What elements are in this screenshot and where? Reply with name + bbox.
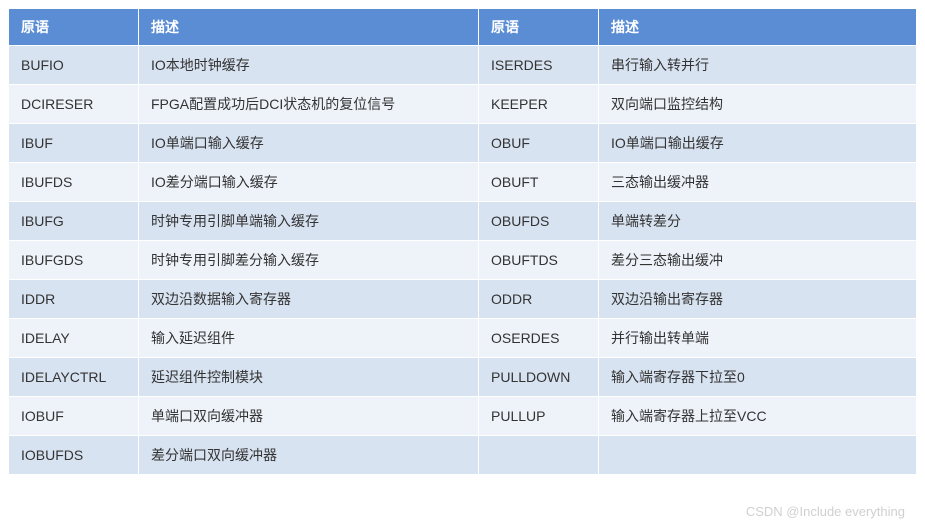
table-cell: IDELAYCTRL xyxy=(9,358,139,397)
table-cell: OBUFDS xyxy=(479,202,599,241)
table-cell: 单端口双向缓冲器 xyxy=(139,397,479,436)
table-cell xyxy=(479,436,599,475)
table-cell: IBUFGDS xyxy=(9,241,139,280)
table-cell: 差分端口双向缓冲器 xyxy=(139,436,479,475)
table-cell: 双边沿数据输入寄存器 xyxy=(139,280,479,319)
table-cell: 三态输出缓冲器 xyxy=(599,163,917,202)
col-header: 描述 xyxy=(139,9,479,46)
table-cell: 并行输出转单端 xyxy=(599,319,917,358)
table-cell: 差分三态输出缓冲 xyxy=(599,241,917,280)
primitives-table: 原语 描述 原语 描述 BUFIOIO本地时钟缓存ISERDES串行输入转并行D… xyxy=(8,8,917,475)
table-cell: 时钟专用引脚单端输入缓存 xyxy=(139,202,479,241)
table-cell: IDDR xyxy=(9,280,139,319)
table-cell: 输入延迟组件 xyxy=(139,319,479,358)
table-cell: IDELAY xyxy=(9,319,139,358)
table-cell: IO差分端口输入缓存 xyxy=(139,163,479,202)
table-cell: OBUF xyxy=(479,124,599,163)
table-cell: 单端转差分 xyxy=(599,202,917,241)
table-row: IDDR双边沿数据输入寄存器ODDR双边沿输出寄存器 xyxy=(9,280,917,319)
table-body: BUFIOIO本地时钟缓存ISERDES串行输入转并行DCIRESERFPGA配… xyxy=(9,46,917,475)
table-cell: 输入端寄存器下拉至0 xyxy=(599,358,917,397)
table-cell: IBUFDS xyxy=(9,163,139,202)
table-row: BUFIOIO本地时钟缓存ISERDES串行输入转并行 xyxy=(9,46,917,85)
table-cell: ISERDES xyxy=(479,46,599,85)
table-cell: IOBUFDS xyxy=(9,436,139,475)
table-cell xyxy=(599,436,917,475)
table-cell: IOBUF xyxy=(9,397,139,436)
table-cell: FPGA配置成功后DCI状态机的复位信号 xyxy=(139,85,479,124)
table-cell: DCIRESER xyxy=(9,85,139,124)
table-row: IDELAY输入延迟组件OSERDES并行输出转单端 xyxy=(9,319,917,358)
table-row: IBUFGDS时钟专用引脚差分输入缓存OBUFTDS差分三态输出缓冲 xyxy=(9,241,917,280)
table-cell: 串行输入转并行 xyxy=(599,46,917,85)
table-cell: 双向端口监控结构 xyxy=(599,85,917,124)
col-header: 原语 xyxy=(479,9,599,46)
table-cell: BUFIO xyxy=(9,46,139,85)
table-cell: 时钟专用引脚差分输入缓存 xyxy=(139,241,479,280)
table-cell: OBUFTDS xyxy=(479,241,599,280)
table-row: IBUFG时钟专用引脚单端输入缓存OBUFDS单端转差分 xyxy=(9,202,917,241)
table-row: DCIRESERFPGA配置成功后DCI状态机的复位信号KEEPER双向端口监控… xyxy=(9,85,917,124)
table-cell: IO单端口输入缓存 xyxy=(139,124,479,163)
table-row: IOBUF单端口双向缓冲器PULLUP输入端寄存器上拉至VCC xyxy=(9,397,917,436)
col-header: 原语 xyxy=(9,9,139,46)
table-cell: PULLUP xyxy=(479,397,599,436)
table-cell: IO本地时钟缓存 xyxy=(139,46,479,85)
table-cell: OBUFT xyxy=(479,163,599,202)
table-cell: IO单端口输出缓存 xyxy=(599,124,917,163)
table-cell: IBUFG xyxy=(9,202,139,241)
table-row: IBUFIO单端口输入缓存OBUFIO单端口输出缓存 xyxy=(9,124,917,163)
table-header-row: 原语 描述 原语 描述 xyxy=(9,9,917,46)
table-cell: OSERDES xyxy=(479,319,599,358)
col-header: 描述 xyxy=(599,9,917,46)
table-cell: 延迟组件控制模块 xyxy=(139,358,479,397)
table-cell: 输入端寄存器上拉至VCC xyxy=(599,397,917,436)
table-cell: PULLDOWN xyxy=(479,358,599,397)
table-row: IDELAYCTRL延迟组件控制模块PULLDOWN输入端寄存器下拉至0 xyxy=(9,358,917,397)
table-cell: IBUF xyxy=(9,124,139,163)
watermark-text: CSDN @Include everything xyxy=(746,504,905,519)
table-cell: KEEPER xyxy=(479,85,599,124)
table-row: IBUFDSIO差分端口输入缓存OBUFT三态输出缓冲器 xyxy=(9,163,917,202)
table-cell: 双边沿输出寄存器 xyxy=(599,280,917,319)
table-cell: ODDR xyxy=(479,280,599,319)
table-row: IOBUFDS差分端口双向缓冲器 xyxy=(9,436,917,475)
